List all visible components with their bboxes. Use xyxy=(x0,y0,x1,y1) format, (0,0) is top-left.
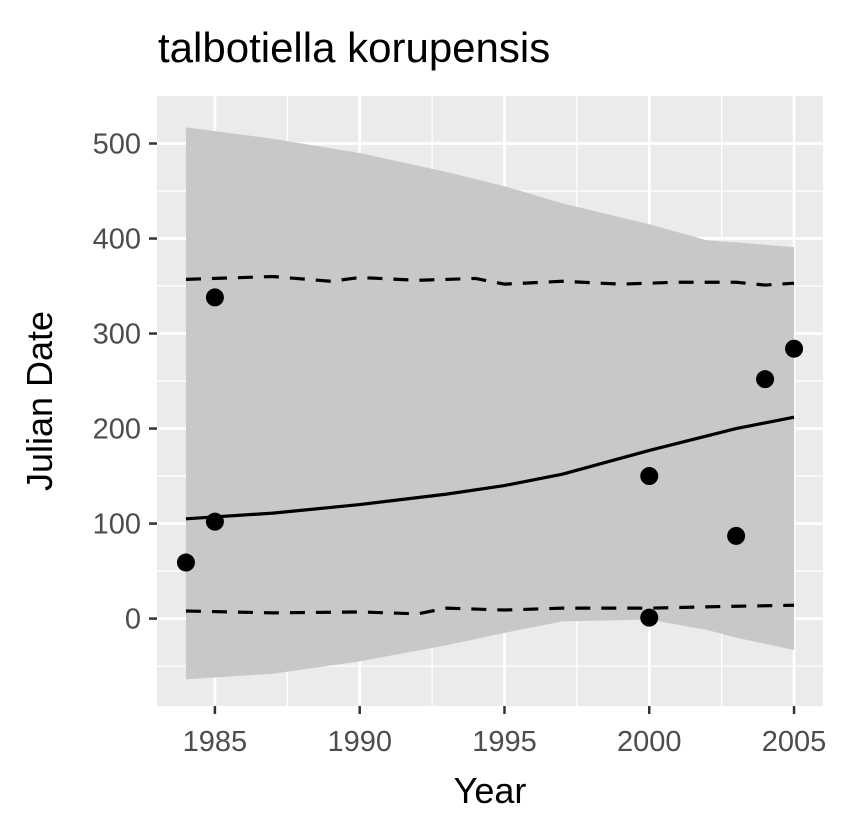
x-tick-label: 1985 xyxy=(183,726,248,758)
confidence-band xyxy=(185,127,795,680)
data-point xyxy=(640,467,659,486)
data-point xyxy=(176,553,195,572)
data-points xyxy=(176,288,804,627)
x-tick-label: 2005 xyxy=(762,726,827,758)
data-point xyxy=(205,512,224,531)
x-axis-title: Year xyxy=(454,770,527,811)
fit-line-layer xyxy=(185,274,795,616)
data-point xyxy=(785,339,804,358)
fit-line xyxy=(185,415,795,521)
chart-title: talbotiella korupensis xyxy=(158,24,550,71)
y-tick-label: 200 xyxy=(93,414,141,446)
x-tick-label: 2000 xyxy=(617,726,682,758)
y-tick-label: 500 xyxy=(93,129,141,161)
y-tick-label: 300 xyxy=(93,319,141,351)
lower-dashed-line xyxy=(185,603,795,616)
y-tick-label: 100 xyxy=(93,509,141,541)
data-point xyxy=(640,608,659,627)
y-tick-label: 400 xyxy=(93,224,141,256)
upper-dashed-line xyxy=(185,274,795,287)
y-tick-label: 0 xyxy=(125,604,141,636)
axes: 1985 1990 1995 2000 2005 0 100 200 300 400 500 xyxy=(93,129,827,758)
x-tick-label: 1995 xyxy=(472,726,537,758)
data-point xyxy=(727,526,746,545)
y-axis-title: Julian Date xyxy=(19,311,60,491)
confidence-band-layer xyxy=(185,127,795,680)
x-tick-label: 1990 xyxy=(327,726,392,758)
data-point xyxy=(756,370,775,389)
data-point xyxy=(205,288,224,307)
